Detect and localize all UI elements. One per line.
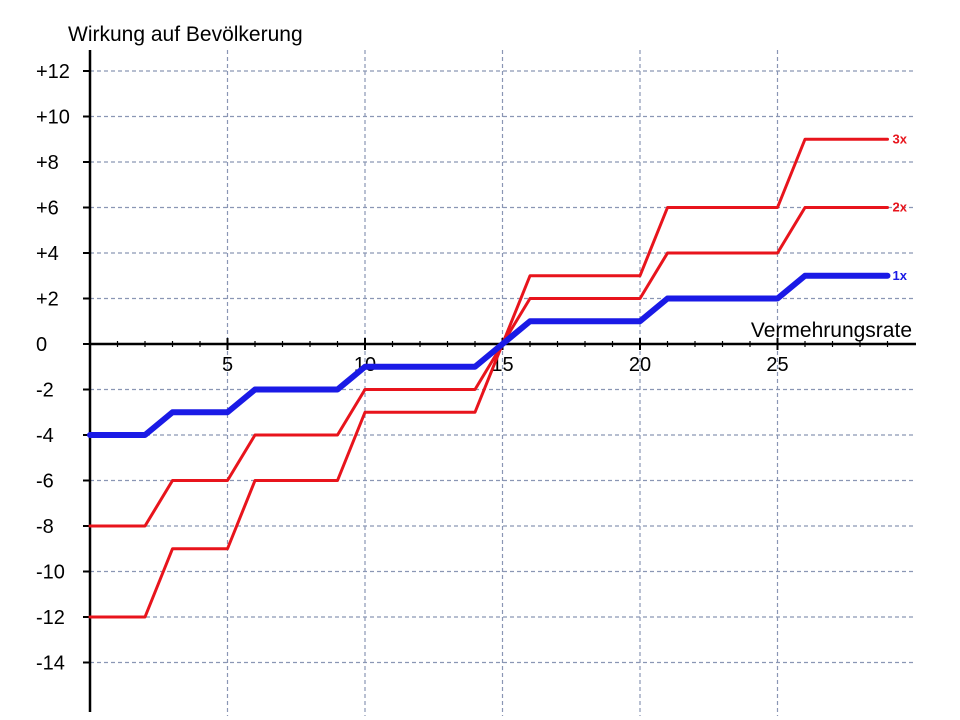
- y-tick-label: -2: [36, 380, 54, 402]
- y-tick-label: -12: [36, 607, 65, 629]
- y-tick-label: +12: [36, 61, 70, 83]
- y-tick-label: -4: [36, 425, 54, 447]
- y-tick-label: 0: [36, 334, 47, 356]
- y-tick-label: -6: [36, 471, 54, 493]
- y-tick-labels: +12 +10 +8 +6 +4 +2 0 -2 -4 -6 -8 -10 -12 -14: [36, 61, 70, 675]
- y-tick-label: +6: [36, 198, 59, 220]
- x-axis-title: Vermehrungsrate: [751, 319, 912, 342]
- series-lines: [87, 137, 891, 619]
- series-label-1x: 1x: [893, 268, 908, 283]
- y-tick-label: -10: [36, 562, 65, 584]
- x-tick-label: 5: [222, 354, 233, 376]
- y-axis-title: Wirkung auf Bevölkerung: [68, 23, 303, 46]
- y-tick-label: -8: [36, 516, 54, 538]
- y-tick-label: +10: [36, 107, 70, 129]
- series-line-1x: [87, 272, 891, 438]
- series-labels: 3x 2x 1x: [893, 131, 908, 283]
- series-label-3x: 3x: [893, 131, 908, 146]
- x-tick-label: 20: [629, 354, 651, 376]
- y-tick-label: +2: [36, 289, 59, 311]
- series-label-2x: 2x: [893, 200, 908, 215]
- series-line-3x: [88, 137, 889, 619]
- x-tick-label: 25: [766, 354, 788, 376]
- y-tick-label: +4: [36, 243, 59, 265]
- y-tick-label: -14: [36, 653, 65, 675]
- y-tick-label: +8: [36, 152, 59, 174]
- series-line-2x: [88, 206, 889, 528]
